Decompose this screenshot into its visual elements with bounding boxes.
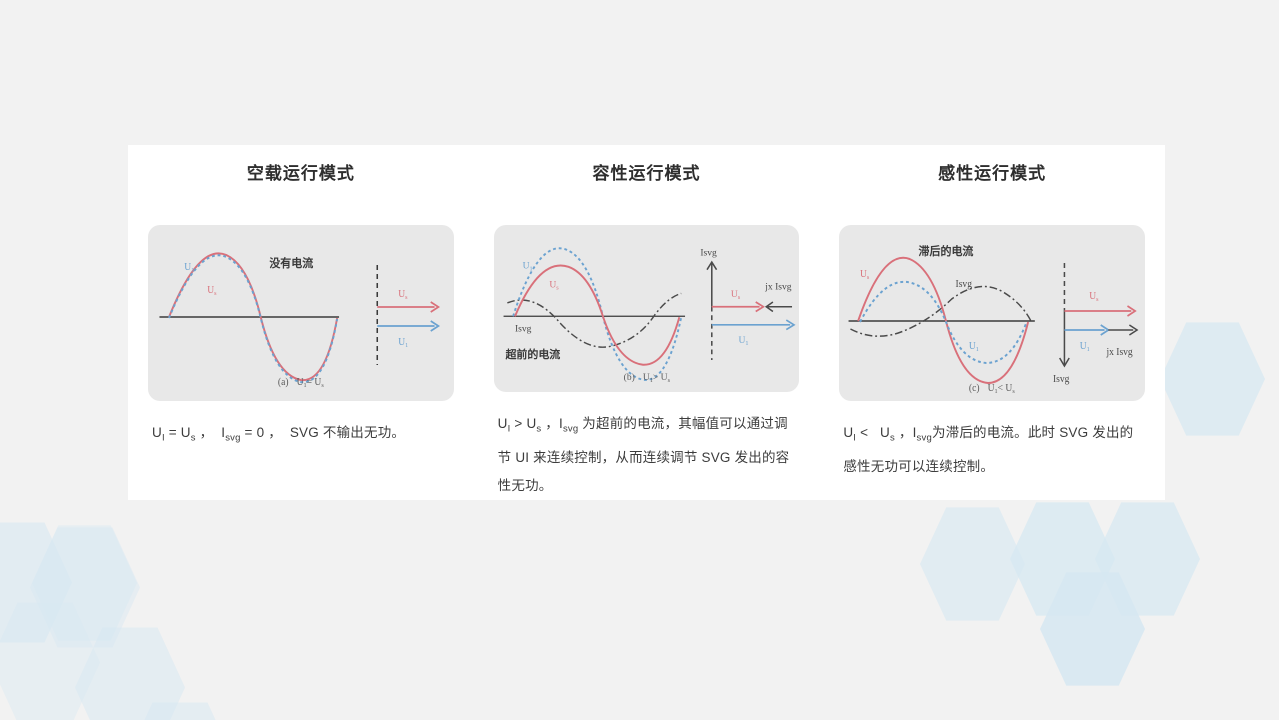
figure-capacitive: U1 Us Isvg 超前的电流 Isvg Us jx [493, 225, 800, 393]
figure-sub-caption: (c) U1< Us [969, 383, 1015, 395]
phasor-label-jx-isvg: jx Isvg [1106, 347, 1133, 358]
caption-text: UI > Us ，Isvg 为超前的电流，其幅值可以通过调节 UI 来连续控制，… [497, 416, 790, 493]
phasor-jx-isvg-arrowhead [1129, 324, 1139, 336]
panel-row: 空载运行模式 U1 Us 没有电流 [128, 145, 1165, 500]
phasor-isvg-arrowhead [1059, 357, 1071, 368]
diagram-capacitive: U1 Us Isvg 超前的电流 Isvg Us jx [503, 247, 796, 384]
curve-u1-blue [168, 254, 339, 384]
hexagon-shape [125, 702, 235, 720]
curve-u1-blue [859, 280, 1028, 365]
figure-no-load: U1 Us 没有电流 Us U1 (a) U1= Us [148, 225, 454, 401]
curve-us-red [857, 256, 1030, 385]
phasor-label-u1: U1 [398, 337, 408, 349]
phasor-label-isvg-top: Isvg [700, 248, 717, 258]
phasor-label-us: Us [1090, 291, 1100, 303]
caption-text: UI = Us ， Isvg = 0 ， SVG 不输出无功。 [152, 425, 406, 444]
hexagon-shape [1010, 502, 1115, 616]
curve-isvg-dark [506, 292, 682, 348]
phasor-isvg-arrowhead [706, 260, 717, 271]
wave-note-label: 滞后的电流 [919, 244, 975, 258]
panel-inductive: 感性运行模式 Us Isvg U1 滞后的电流 [819, 145, 1165, 500]
phasor-label-u1: U1 [1080, 341, 1090, 353]
figure-inductive: Us Isvg U1 滞后的电流 Isvg Us U1 [839, 225, 1146, 401]
phasor-u1-arrowhead [1100, 324, 1111, 336]
phasor-jx-isvg-arrowhead [764, 301, 774, 313]
curve-us-red [513, 264, 680, 366]
curve-isvg-dark [850, 285, 1033, 337]
wave-label-isvg: Isvg [956, 279, 973, 290]
hexagon-shape [1095, 502, 1200, 616]
phasor-label-isvg-bottom: Isvg [1053, 374, 1070, 385]
panel-capacitive: 容性运行模式 U1 Us Isvg 超前的电流 [474, 145, 820, 500]
wave-label-u1: U1 [969, 341, 979, 353]
diagram-no-load: U1 Us 没有电流 Us U1 (a) U1= Us [159, 252, 441, 389]
phasor-label-us: Us [398, 289, 408, 301]
panel-title: 容性运行模式 [592, 164, 701, 183]
wave-label-isvg: Isvg [515, 324, 532, 334]
phasor-label-us: Us [731, 290, 741, 301]
panel-caption: UI > Us ，Isvg 为超前的电流，其幅值可以通过调节 UI 来连续控制，… [498, 410, 796, 500]
wave-note-label: 超前的电流 [504, 347, 560, 361]
hexagon-shape [75, 627, 185, 720]
wave-label-us: Us [207, 285, 217, 297]
hexagon-shape [920, 507, 1025, 621]
panel-caption: UI < Us ，Isvg为滞后的电流。此时 SVG 发出的感性无功可以连续控制… [843, 419, 1141, 481]
figure-sub-caption: (a) U1= Us [278, 377, 324, 389]
wave-note-label: 没有电流 [269, 256, 314, 270]
content-card: 空载运行模式 U1 Us 没有电流 [128, 145, 1165, 500]
wave-label-u1: U1 [184, 262, 194, 274]
phasor-u1-arrowhead [785, 319, 796, 331]
diagram-inductive: Us Isvg U1 滞后的电流 Isvg Us U1 [848, 244, 1139, 395]
hexagon-shape [32, 525, 137, 641]
phasor-us-arrowhead [754, 301, 765, 313]
figure-sub-caption: (b) U1> Us [623, 372, 670, 384]
hexagon-shape [1040, 572, 1145, 686]
phasor-us-arrowhead [1127, 305, 1138, 317]
panel-title: 感性运行模式 [938, 164, 1047, 183]
phasor-label-jx-isvg: jx Isvg [764, 283, 791, 293]
curve-us-red [168, 252, 339, 382]
caption-text: UI < Us ，Isvg为滞后的电流。此时 SVG 发出的感性无功可以连续控制… [843, 425, 1134, 474]
hexagon-shape [1160, 322, 1265, 436]
hexagon-shape [0, 602, 100, 720]
hexagon-shape [30, 527, 140, 648]
panel-title: 空载运行模式 [246, 164, 355, 183]
wave-label-us: Us [549, 281, 559, 292]
phasor-label-u1: U1 [738, 336, 748, 347]
panel-caption: UI = Us ， Isvg = 0 ， SVG 不输出无功。 [152, 419, 450, 453]
phasor-u1-arrowhead [430, 320, 441, 332]
panel-no-load: 空载运行模式 U1 Us 没有电流 [128, 145, 474, 500]
wave-label-us: Us [860, 269, 870, 281]
phasor-us-arrowhead [430, 301, 441, 313]
wave-label-u1: U1 [522, 262, 532, 273]
hexagon-shape [0, 522, 72, 643]
